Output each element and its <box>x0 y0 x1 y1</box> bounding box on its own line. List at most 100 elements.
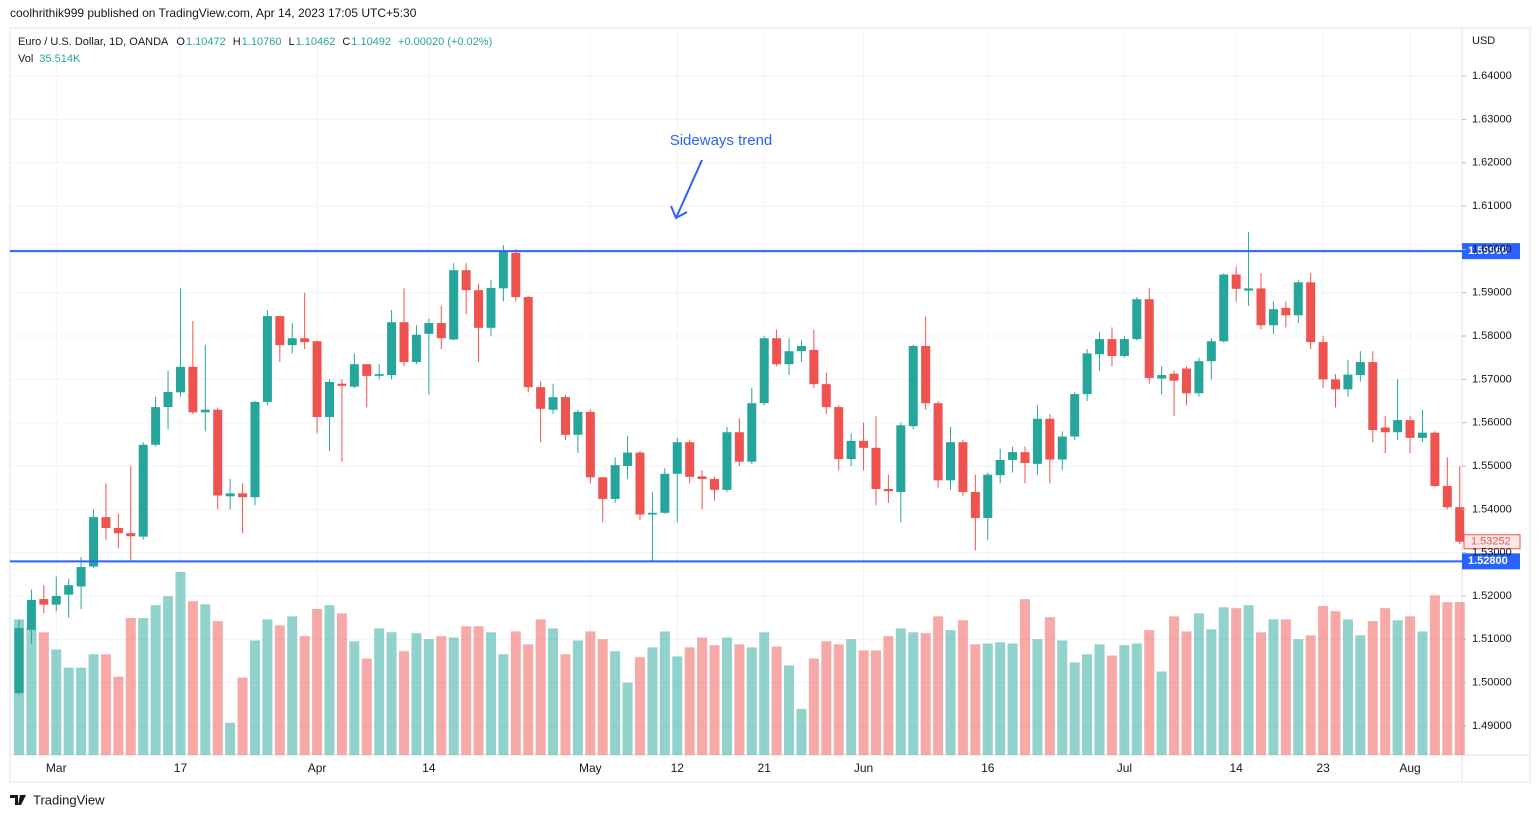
annotation-arrow <box>670 159 703 220</box>
volume-bar <box>1318 606 1329 755</box>
volume-bar <box>63 667 74 755</box>
candle-body <box>623 452 633 467</box>
volume-bar <box>237 677 248 755</box>
volume-bar <box>100 654 111 755</box>
candle-body <box>163 391 173 408</box>
legend-value: 1.10492 <box>351 36 391 48</box>
candle-body <box>300 338 310 343</box>
candle-body <box>1455 507 1465 542</box>
volume-bar <box>635 657 645 755</box>
candle-body <box>846 440 856 460</box>
axes: 1.64000 1.63000 1.62000 1.61000 1.60000 1.590… <box>46 70 1512 775</box>
volume-bar <box>51 649 62 755</box>
volume-bar <box>808 658 819 755</box>
legend-key: H <box>233 36 241 48</box>
x-tick-label: 16 <box>981 761 995 775</box>
volume-bar <box>821 641 832 755</box>
y-tick-label: 1.52000 <box>1472 590 1512 602</box>
candle-body <box>772 338 782 365</box>
volume-bar <box>610 651 621 755</box>
volume-bar <box>709 645 720 755</box>
volume-bar <box>622 682 633 755</box>
legend-value: 1.10760 <box>242 36 282 48</box>
candle-body <box>933 403 943 481</box>
volume-bar <box>125 618 136 755</box>
last-price-box <box>1463 534 1521 550</box>
candle-body <box>1343 374 1353 390</box>
volume-bar <box>361 658 372 755</box>
volume-bar <box>498 654 509 755</box>
candle-body <box>573 411 583 435</box>
candle-body <box>325 381 334 418</box>
candles <box>14 232 1465 695</box>
candle-body <box>697 476 707 480</box>
volume-bar <box>535 619 546 755</box>
volume-bar <box>1454 602 1465 755</box>
candle-body <box>722 432 732 490</box>
volume-bar <box>721 637 732 755</box>
volume-bar <box>1268 619 1279 755</box>
volume-bar <box>895 628 906 755</box>
x-tick-label: Aug <box>1399 761 1420 775</box>
volume-bar <box>833 644 844 755</box>
candle-body <box>14 628 24 694</box>
x-tick-label: 14 <box>422 761 436 775</box>
volume-bar <box>970 644 981 755</box>
volume-bar <box>349 641 360 755</box>
legend-key: O <box>176 36 185 48</box>
volume-bar <box>1119 645 1130 755</box>
volume-bar <box>150 605 161 755</box>
candle-body <box>362 364 372 376</box>
candle-body <box>1442 485 1452 508</box>
legend-key: L <box>288 36 294 48</box>
candle-body <box>76 566 86 587</box>
candle-body <box>474 290 484 328</box>
volume-bar <box>659 631 670 755</box>
volume-bar <box>1280 619 1291 755</box>
volume-bar <box>312 609 323 755</box>
volume-bar <box>858 650 869 755</box>
candle-body <box>424 323 434 334</box>
volume-bar <box>38 632 49 755</box>
volume-bar <box>1231 608 1242 755</box>
candle-body <box>89 517 99 567</box>
logo-mark <box>10 795 26 805</box>
volume-bar <box>548 628 559 755</box>
x-tick-label: Jun <box>854 761 873 775</box>
volume-bar <box>746 647 757 755</box>
candle-body <box>262 316 272 402</box>
candle-body <box>759 338 769 404</box>
candle-body <box>39 599 49 605</box>
y-tick-label: 1.53000 <box>1472 547 1512 559</box>
y-tick-label: 1.51000 <box>1472 633 1512 645</box>
y-tick-label: 1.62000 <box>1472 157 1512 169</box>
levels: 1.59960 1.52800 1.53252 <box>10 243 1521 570</box>
volume-bar <box>933 616 944 755</box>
volume-bar <box>1156 671 1167 755</box>
candle-body <box>958 442 968 493</box>
x-tick-label: Mar <box>46 761 67 775</box>
candle-body <box>498 251 508 289</box>
volume-bar <box>1131 643 1142 755</box>
candle-body <box>1144 299 1154 379</box>
volume-bar <box>1342 619 1353 755</box>
candle-body <box>1169 373 1179 381</box>
volume-bar <box>262 619 273 755</box>
candle-body <box>113 527 123 534</box>
candle-body <box>1306 282 1316 343</box>
volume-bar <box>1206 629 1217 755</box>
candle-body <box>225 493 235 497</box>
candle-body <box>64 585 74 595</box>
candle-body <box>896 425 906 493</box>
volume-bar <box>1442 602 1453 755</box>
volume-bar <box>1181 631 1192 755</box>
volume-bar <box>76 667 87 755</box>
volume-bar <box>1094 644 1105 755</box>
candle-body <box>101 517 111 528</box>
symbol: Euro / U.S. Dollar, 1D, OANDA <box>18 36 169 48</box>
volume-bar <box>1106 655 1117 755</box>
volume-pane <box>14 572 1465 755</box>
candle-body <box>1070 394 1080 437</box>
footer-logo: TradingView <box>10 792 105 807</box>
volume-bar <box>523 644 534 755</box>
